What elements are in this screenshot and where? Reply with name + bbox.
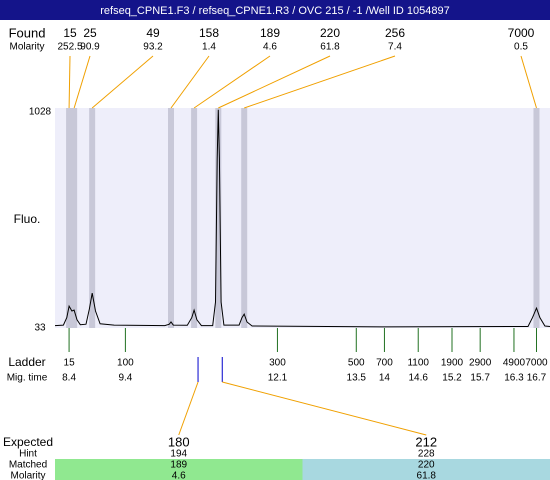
molarity-label: Molarity	[9, 42, 44, 53]
expected-connector	[178, 381, 199, 436]
found-size: 189	[260, 26, 280, 40]
matched-band	[55, 459, 303, 480]
ladder-size: 300	[269, 358, 286, 369]
peak-connector	[193, 55, 271, 109]
ladder-label: Ladder	[8, 355, 45, 369]
molarity-label: Molarity	[10, 471, 45, 480]
ladder-time: 13.5	[347, 373, 367, 384]
matched-size: 220	[418, 460, 435, 471]
ladder-size: 7000	[525, 358, 548, 369]
plot-area	[55, 108, 550, 328]
found-size: 49	[146, 26, 160, 40]
peak-connector	[73, 55, 91, 109]
found-molarity: 61.8	[320, 42, 340, 53]
expected-connector	[222, 381, 427, 436]
peak-band	[191, 108, 198, 328]
found-molarity: 252.5	[57, 42, 82, 53]
found-size: 158	[199, 26, 219, 40]
ladder-size: 2900	[469, 358, 492, 369]
ladder-time: 9.4	[118, 373, 132, 384]
ladder-time: 15.2	[442, 373, 462, 384]
matched-band	[302, 459, 550, 480]
ladder-time: 15.7	[470, 373, 490, 384]
found-molarity: 93.2	[143, 42, 163, 53]
found-size: 220	[320, 26, 340, 40]
ladder-time: 8.4	[62, 373, 76, 384]
found-molarity: 4.6	[263, 42, 277, 53]
found-molarity: 7.4	[388, 42, 402, 53]
found-size: 25	[83, 26, 97, 40]
ladder-size: 700	[376, 358, 393, 369]
peak-band	[89, 108, 96, 328]
peak-band	[71, 108, 78, 328]
peak-connector	[68, 55, 71, 109]
title: refseq_CPNE1.F3 / refseq_CPNE1.R3 / OVC …	[100, 5, 450, 17]
found-molarity: 90.9	[80, 42, 100, 53]
trace	[54, 109, 550, 328]
found-size: 256	[385, 26, 405, 40]
y-tick-label: 1028	[29, 107, 52, 118]
found-size: 7000	[508, 26, 535, 40]
peak-connector	[170, 55, 210, 109]
peak-connector	[218, 55, 331, 109]
found-molarity: 0.5	[514, 42, 528, 53]
peak-connector	[91, 55, 154, 109]
peak-band	[215, 108, 222, 328]
ladder-time: 14.6	[408, 373, 428, 384]
hint-label: Hint	[19, 449, 37, 460]
ladder-size: 500	[348, 358, 365, 369]
ladder-time: 16.3	[504, 373, 524, 384]
matched-label: Matched	[9, 460, 47, 471]
matched-molarity: 61.8	[417, 471, 437, 480]
peak-band	[241, 108, 248, 328]
y-tick-label: 33	[34, 323, 46, 334]
found-label: Found	[9, 25, 46, 40]
hint-size: 194	[170, 449, 187, 460]
peak-band	[168, 108, 175, 328]
ladder-time: 12.1	[268, 373, 288, 384]
peak-band	[533, 108, 540, 328]
mig-time-label: Mig. time	[7, 373, 48, 384]
ladder-size: 15	[64, 358, 76, 369]
peak-connector	[244, 55, 396, 109]
ladder-size: 1900	[441, 358, 464, 369]
found-molarity: 1.4	[202, 42, 216, 53]
expected-size: 180	[168, 434, 190, 449]
ladder-time: 14	[379, 373, 391, 384]
title-bar	[0, 0, 550, 20]
y-label: Fluo.	[14, 212, 41, 226]
ladder-size: 4900	[503, 358, 526, 369]
ladder-size: 100	[117, 358, 134, 369]
expected-label: Expected	[3, 435, 53, 449]
found-size: 15	[63, 26, 77, 40]
ladder-time: 16.7	[527, 373, 547, 384]
peak-connector	[520, 55, 537, 109]
matched-molarity: 4.6	[172, 471, 186, 480]
matched-size: 189	[170, 460, 187, 471]
ladder-size: 1100	[407, 358, 429, 369]
peak-band	[66, 108, 73, 328]
hint-size: 228	[418, 449, 435, 460]
expected-size: 212	[415, 434, 437, 449]
